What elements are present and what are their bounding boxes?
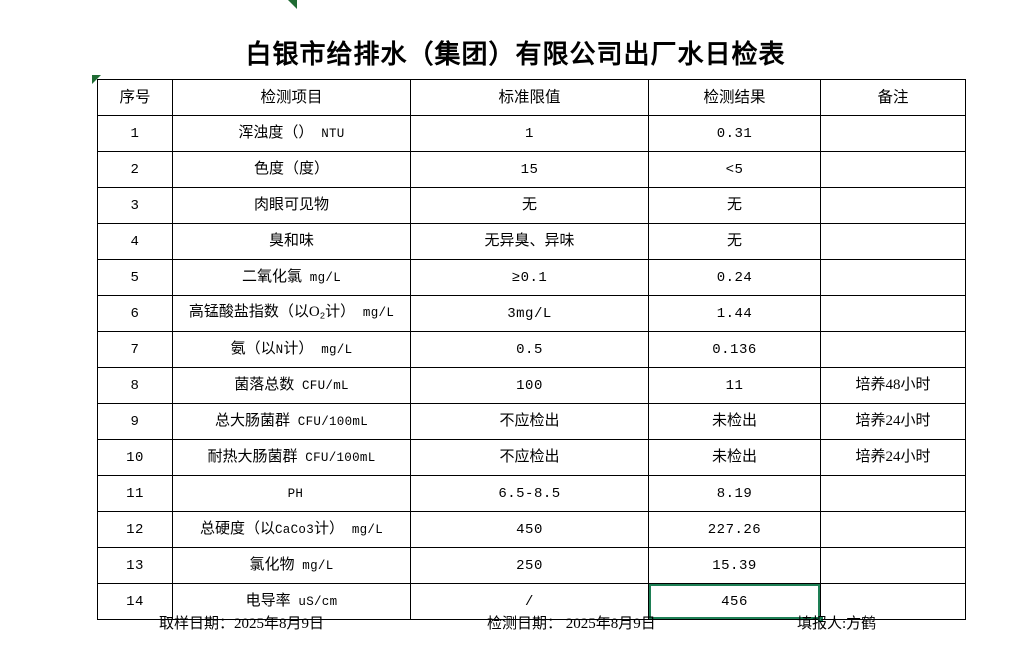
cell-note[interactable] xyxy=(820,331,966,368)
cell-no[interactable]: 2 xyxy=(97,151,173,188)
cell-note[interactable] xyxy=(820,151,966,188)
footer: 取样日期：2025年8月9日 检测日期： 2025年8月9日 填报人:方鹤 xyxy=(97,612,977,642)
cell-note[interactable] xyxy=(820,511,966,548)
cell-item[interactable]: 二氧化氯 mg/L xyxy=(172,259,411,296)
cell-item[interactable]: 氨（以N计） mg/L xyxy=(172,331,411,368)
cell-note[interactable]: 培养24小时 xyxy=(820,403,966,440)
column-header-std: 标准限值 xyxy=(410,79,649,116)
cell-result[interactable]: 1.44 xyxy=(648,295,821,332)
table-row: 13 氯化物 mg/L 250 15.39 xyxy=(97,547,966,584)
cell-item[interactable]: PH xyxy=(172,475,411,512)
cell-standard-limit[interactable]: 无 xyxy=(410,187,649,224)
column-header-no: 序号 xyxy=(97,79,173,116)
table-row: 1 浑浊度（） NTU 1 0.31 xyxy=(97,115,966,152)
cell-standard-limit[interactable]: 3mg/L xyxy=(410,295,649,332)
cell-note[interactable] xyxy=(820,295,966,332)
table-row: 2 色度（度） 15 <5 xyxy=(97,151,966,188)
cell-item[interactable]: 总硬度（以CaCo3计） mg/L xyxy=(172,511,411,548)
cell-item[interactable]: 耐热大肠菌群 CFU/100mL xyxy=(172,439,411,476)
cell-item[interactable]: 浑浊度（） NTU xyxy=(172,115,411,152)
cell-standard-limit[interactable]: 不应检出 xyxy=(410,439,649,476)
cell-note[interactable] xyxy=(820,115,966,152)
cell-no[interactable]: 6 xyxy=(97,295,173,332)
cell-standard-limit[interactable]: 450 xyxy=(410,511,649,548)
cell-result[interactable]: 0.24 xyxy=(648,259,821,296)
table-row: 5 二氧化氯 mg/L ≥0.1 0.24 xyxy=(97,259,966,296)
cell-standard-limit[interactable]: 6.5-8.5 xyxy=(410,475,649,512)
cell-no[interactable]: 5 xyxy=(97,259,173,296)
table-row: 10 耐热大肠菌群 CFU/100mL 不应检出 未检出 培养24小时 xyxy=(97,439,966,476)
cell-no[interactable]: 11 xyxy=(97,475,173,512)
cell-note[interactable] xyxy=(820,187,966,224)
table-row: 8 菌落总数 CFU/mL 100 11 培养48小时 xyxy=(97,367,966,404)
cell-no[interactable]: 12 xyxy=(97,511,173,548)
cell-note[interactable]: 培养48小时 xyxy=(820,367,966,404)
table-header-row: 序号 检测项目 标准限值 检测结果 备注 xyxy=(97,79,966,116)
cell-no[interactable]: 3 xyxy=(97,187,173,224)
column-header-res: 检测结果 xyxy=(648,79,821,116)
table-row: 12 总硬度（以CaCo3计） mg/L 450 227.26 xyxy=(97,511,966,548)
footer-test-date: 检测日期： 2025年8月9日 xyxy=(487,616,656,632)
cell-item[interactable]: 臭和味 xyxy=(172,223,411,260)
page-title: 白银市给排水（集团）有限公司出厂水日检表 xyxy=(245,40,786,69)
cell-result-selected[interactable]: 456 xyxy=(648,583,824,623)
column-header-note: 备注 xyxy=(820,79,966,116)
cell-standard-limit[interactable]: 250 xyxy=(410,547,649,584)
cell-item[interactable]: 氯化物 mg/L xyxy=(172,547,411,584)
cell-result[interactable]: <5 xyxy=(648,151,821,188)
cell-result[interactable]: 227.26 xyxy=(648,511,821,548)
cell-standard-limit[interactable]: 不应检出 xyxy=(410,403,649,440)
cell-standard-limit[interactable]: ≥0.1 xyxy=(410,259,649,296)
cell-no[interactable]: 9 xyxy=(97,403,173,440)
cell-result[interactable]: 11 xyxy=(648,367,821,404)
cell-result[interactable]: 15.39 xyxy=(648,547,821,584)
cell-item[interactable]: 电导率 uS/cm xyxy=(172,583,411,620)
cell-item[interactable]: 菌落总数 CFU/mL xyxy=(172,367,411,404)
cell-note[interactable] xyxy=(820,259,966,296)
cell-result[interactable]: 0.136 xyxy=(648,331,821,368)
anchor-marker-top-right-icon xyxy=(288,0,297,9)
cell-note[interactable] xyxy=(820,583,966,620)
cell-result[interactable]: 8.19 xyxy=(648,475,821,512)
table-body: 1 浑浊度（） NTU 1 0.31 2 色度（度） 15 <5 3 肉眼可见物无无 4 臭和味 无异臭… xyxy=(97,115,966,623)
cell-item[interactable]: 总大肠菌群 CFU/100mL xyxy=(172,403,411,440)
cell-no[interactable]: 14 xyxy=(97,583,173,620)
cell-standard-limit[interactable]: / xyxy=(410,583,649,620)
cell-result[interactable]: 0.31 xyxy=(648,115,821,152)
cell-note[interactable] xyxy=(820,475,966,512)
table-row: 9 总大肠菌群 CFU/100mL 不应检出 未检出 培养24小时 xyxy=(97,403,966,440)
cell-no[interactable]: 1 xyxy=(97,115,173,152)
cell-no[interactable]: 10 xyxy=(97,439,173,476)
cell-item[interactable]: 色度（度） xyxy=(172,151,411,188)
table-row: 6 高锰酸盐指数（以O2计） mg/L 3mg/L 1.44 xyxy=(97,295,966,332)
cell-standard-limit[interactable]: 无异臭、异味 xyxy=(410,223,649,260)
cell-item[interactable]: 高锰酸盐指数（以O2计） mg/L xyxy=(172,295,411,332)
water-quality-table: 序号 检测项目 标准限值 检测结果 备注 1 浑浊度（） NTU 1 0.31 2 色度（… xyxy=(97,79,966,623)
cell-standard-limit[interactable]: 100 xyxy=(410,367,649,404)
cell-result[interactable]: 未检出 xyxy=(648,439,821,476)
footer-reporter: 填报人:方鹤 xyxy=(797,616,877,632)
footer-sample-date: 取样日期：2025年8月9日 xyxy=(159,616,325,632)
table-row: 3 肉眼可见物无无 xyxy=(97,187,966,224)
cell-no[interactable]: 8 xyxy=(97,367,173,404)
table-row: 14 电导率 uS/cm/456 xyxy=(97,583,966,623)
cell-note[interactable]: 培养24小时 xyxy=(820,439,966,476)
table-row: 7 氨（以N计） mg/L 0.5 0.136 xyxy=(97,331,966,368)
column-header-item: 检测项目 xyxy=(172,79,411,116)
cell-note[interactable] xyxy=(820,547,966,584)
cell-standard-limit[interactable]: 1 xyxy=(410,115,649,152)
cell-no[interactable]: 4 xyxy=(97,223,173,260)
cell-item[interactable]: 肉眼可见物 xyxy=(172,187,411,224)
cell-result[interactable]: 无 xyxy=(648,223,821,260)
table-row: 11 PH 6.5-8.5 8.19 xyxy=(97,475,966,512)
cell-no[interactable]: 7 xyxy=(97,331,173,368)
table-row: 4 臭和味 无异臭、异味无 xyxy=(97,223,966,260)
cell-note[interactable] xyxy=(820,223,966,260)
cell-result[interactable]: 无 xyxy=(648,187,821,224)
cell-result[interactable]: 未检出 xyxy=(648,403,821,440)
cell-no[interactable]: 13 xyxy=(97,547,173,584)
cell-standard-limit[interactable]: 15 xyxy=(410,151,649,188)
cell-standard-limit[interactable]: 0.5 xyxy=(410,331,649,368)
